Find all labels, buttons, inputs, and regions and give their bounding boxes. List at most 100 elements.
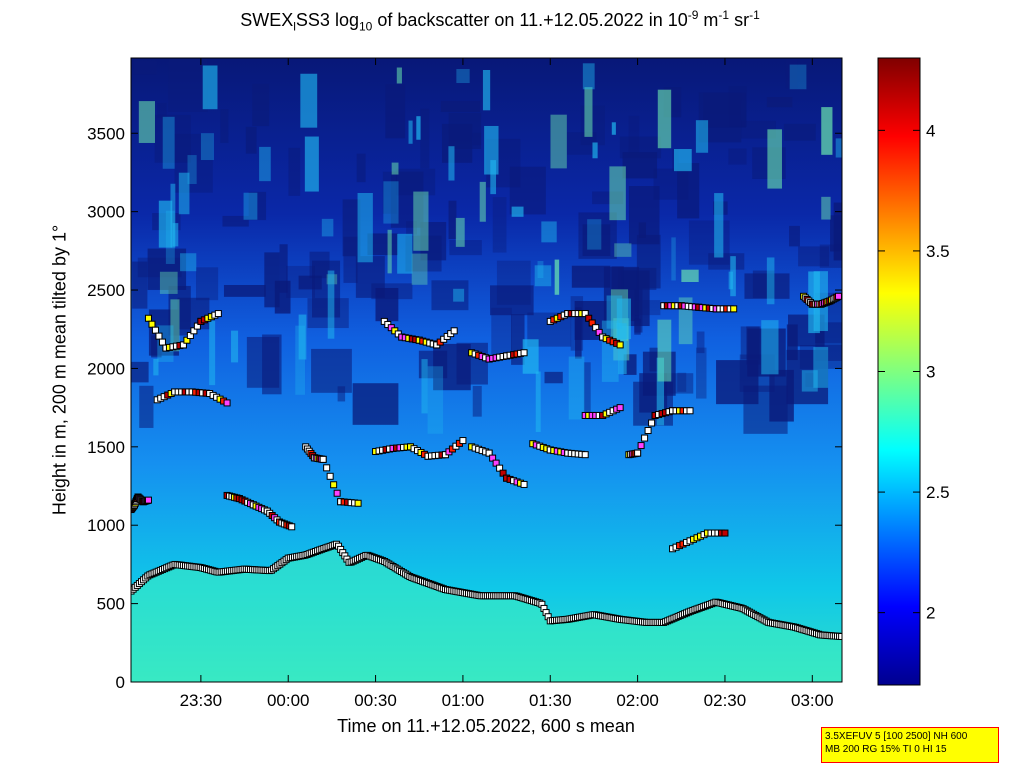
heatmap-cell xyxy=(783,123,816,141)
heatmap-cell xyxy=(223,284,266,297)
cloud-marker xyxy=(148,320,156,328)
cloud-marker xyxy=(730,305,738,313)
heatmap-cell xyxy=(453,288,465,302)
cloud-marker xyxy=(581,451,589,459)
cloud-marker xyxy=(648,419,656,427)
colorbar-axis: 2 2.5 3 3.5 4 xyxy=(878,121,950,623)
heatmap-cell xyxy=(611,122,616,135)
heatmap-cell xyxy=(728,271,733,290)
y-tick-label: 1000 xyxy=(87,516,125,535)
heatmap-cell xyxy=(821,196,831,220)
y-tick-label: 2500 xyxy=(87,281,125,300)
heatmap-cell xyxy=(131,361,149,383)
heatmap-cell xyxy=(492,197,507,253)
heatmap-cell xyxy=(397,233,413,274)
y-axis: 0 500 1000 1500 2000 2500 3000 3500 xyxy=(87,124,842,692)
heatmap-cell xyxy=(390,171,424,228)
heatmap-cell xyxy=(835,138,842,158)
heatmap-cell xyxy=(456,69,470,84)
cloud-marker xyxy=(616,341,624,349)
plot-frame xyxy=(130,57,843,683)
heatmap-cell xyxy=(427,366,444,434)
y-tick-label: 1500 xyxy=(87,438,125,457)
heatmap-cell xyxy=(279,244,288,293)
heatmap-cell xyxy=(178,172,190,215)
cloud-marker xyxy=(144,314,152,322)
x-tick-label: 00:00 xyxy=(267,691,310,710)
cloud-marker xyxy=(288,523,296,531)
heatmap-cell xyxy=(618,323,627,375)
heatmap-cell xyxy=(801,370,818,392)
boundary-layer-area xyxy=(131,544,842,682)
info-line-1: 3.5XEFUV 5 [100 2500] NH 600 xyxy=(825,731,968,742)
y-tick-label: 500 xyxy=(97,595,125,614)
heatmap-cell xyxy=(511,206,524,217)
heatmap-cell xyxy=(746,326,761,365)
heatmap-cell xyxy=(431,280,469,311)
cloud-marker xyxy=(354,499,362,507)
heatmap-cell xyxy=(342,199,361,257)
cb-tick-label: 3.5 xyxy=(926,242,950,261)
cloud-marker xyxy=(330,481,338,489)
cloud-marker xyxy=(326,472,334,480)
heatmap-cell xyxy=(584,87,593,137)
heatmap-cell xyxy=(677,372,687,392)
heatmap-cell xyxy=(187,155,197,184)
heatmap-cell xyxy=(582,63,595,90)
cloud-marker xyxy=(450,327,458,335)
heatmap-cell xyxy=(180,253,197,272)
cloud-marker xyxy=(634,449,642,457)
heatmap-cell xyxy=(728,86,747,127)
heatmap-cell xyxy=(391,162,399,175)
heatmap-cell xyxy=(448,200,457,240)
heatmap-cell xyxy=(202,65,218,110)
heatmap-cell xyxy=(766,257,775,305)
heatmap-cell xyxy=(592,142,598,159)
heatmap-cell xyxy=(304,136,319,192)
heatmap-cell xyxy=(568,356,585,420)
heatmap-cell xyxy=(728,148,747,165)
heatmap-cell xyxy=(550,114,567,169)
heatmap-cell xyxy=(730,256,736,297)
heatmap-cell xyxy=(421,359,428,414)
heatmap-cell xyxy=(170,299,180,352)
heatmap-cell xyxy=(375,287,399,322)
heatmap-cell xyxy=(139,385,154,428)
heatmap-cell xyxy=(535,371,541,432)
heatmap-cell xyxy=(200,133,214,161)
cb-tick-label: 2 xyxy=(926,604,935,623)
x-tick-label: 03:00 xyxy=(791,691,834,710)
heatmap-cell xyxy=(630,300,661,316)
heatmap-cell xyxy=(177,297,210,330)
cb-tick-label: 2.5 xyxy=(926,483,950,502)
heatmap-cell xyxy=(554,259,560,295)
heatmap-cell xyxy=(383,181,399,224)
heatmap-cell xyxy=(382,171,397,214)
heatmap-cell xyxy=(165,210,175,264)
heatmap-cell xyxy=(671,237,676,281)
heatmap-cell xyxy=(541,221,557,243)
heatmap-cell xyxy=(406,221,417,235)
heatmap-cell xyxy=(544,371,563,384)
heatmap-cell xyxy=(154,114,191,163)
heatmap-cell xyxy=(490,285,534,316)
heatmap-cell xyxy=(337,386,346,402)
heatmap-cell xyxy=(696,331,705,354)
heatmap-cell xyxy=(472,132,482,146)
cloud-marker xyxy=(333,489,341,497)
heatmap-cell xyxy=(343,236,358,283)
heatmap-cell xyxy=(356,153,366,183)
heatmap-cell xyxy=(537,261,544,279)
heatmap-cell xyxy=(222,215,249,227)
heatmap-cell xyxy=(634,318,641,335)
cloud-marker xyxy=(637,442,645,450)
heatmap-cell xyxy=(575,307,582,359)
heatmap-cell xyxy=(327,270,335,339)
heatmap-cell xyxy=(151,335,162,358)
cloud-marker xyxy=(323,464,331,472)
x-axis-label: Time on 11.+12.05.2022, 600 s mean xyxy=(337,716,635,736)
heatmap-cell xyxy=(582,224,611,256)
heatmap-cell xyxy=(677,163,700,219)
heatmap-cell xyxy=(688,220,730,265)
